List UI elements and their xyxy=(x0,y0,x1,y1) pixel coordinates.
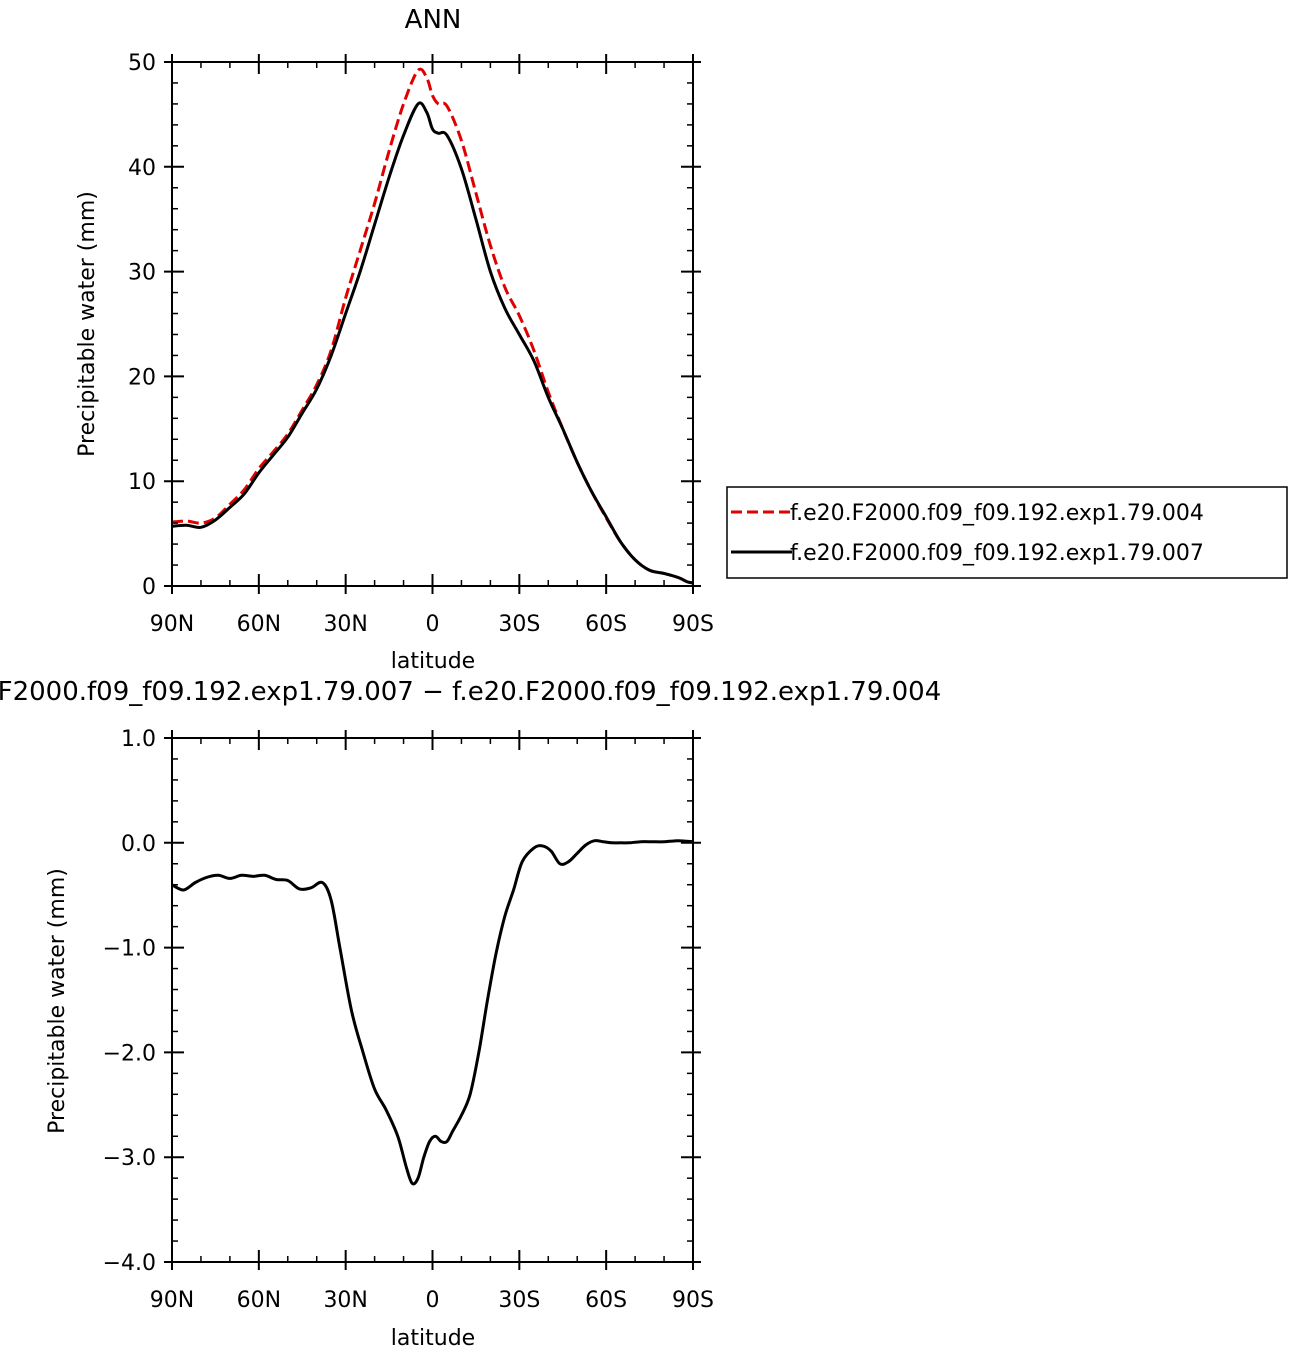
bottom-y-tick-label: −1.0 xyxy=(103,937,156,962)
top-panel-y-axis-label: Precipitable water (mm) xyxy=(75,191,100,457)
top-y-tick-label: 20 xyxy=(128,365,156,390)
top-y-tick-label: 50 xyxy=(128,51,156,76)
bottom-panel-series xyxy=(171,839,694,1186)
bottom-x-tick-label: 30S xyxy=(498,1288,540,1313)
bottom-x-tick-label: 0 xyxy=(426,1288,440,1313)
top-panel-x-axis-label: latitude xyxy=(391,649,475,674)
bottom-y-tick-label: −3.0 xyxy=(103,1146,156,1171)
top-x-tick-label: 90N xyxy=(150,612,194,637)
bottom-x-tick-label: 60S xyxy=(585,1288,627,1313)
legend-entry-exp007: f.e20.F2000.f09_f09.192.exp1.79.007 xyxy=(790,541,1204,566)
legend-entry-exp004: f.e20.F2000.f09_f09.192.exp1.79.004 xyxy=(790,501,1204,526)
bottom-plot-frame xyxy=(171,737,694,1263)
top-y-tick-label: 40 xyxy=(128,156,156,181)
legend: f.e20.F2000.f09_f09.192.exp1.79.004 f.e2… xyxy=(726,486,1288,579)
bottom-x-tick-label: 60N xyxy=(237,1288,281,1313)
top-y-tick-label: 0 xyxy=(142,575,156,600)
top-x-tick-label: 60N xyxy=(237,612,281,637)
top-x-tick-label: 90S xyxy=(672,612,714,637)
bottom-panel: f.e20.F2000.f09_f09.192.exp1.79.007 − f.… xyxy=(0,677,941,1351)
top-panel: ANN 90N 60N 30N 0 30S 60S 90S 0 10 20 30 40 50 latit… xyxy=(75,5,714,674)
top-series-line-1 xyxy=(171,101,694,585)
top-panel-series xyxy=(171,67,694,585)
top-panel-title: ANN xyxy=(405,5,462,35)
bottom-panel-y-axis-label: Precipitable water (mm) xyxy=(45,868,70,1134)
bottom-y-tick-label: 1.0 xyxy=(121,727,156,752)
legend-box xyxy=(726,486,1288,579)
top-panel-axes: 90N 60N 30N 0 30S 60S 90S 0 10 20 30 40 50 xyxy=(128,51,714,637)
top-y-tick-label: 30 xyxy=(128,261,156,286)
bottom-panel-x-axis-label: latitude xyxy=(391,1326,475,1351)
bottom-series-line-0 xyxy=(171,839,694,1186)
bottom-x-tick-label: 30N xyxy=(323,1288,367,1313)
top-x-tick-label: 60S xyxy=(585,612,627,637)
bottom-x-tick-label: 90N xyxy=(150,1288,194,1313)
bottom-panel-title: f.e20.F2000.f09_f09.192.exp1.79.007 − f.… xyxy=(0,677,941,707)
bottom-y-tick-label: 0.0 xyxy=(121,832,156,857)
top-x-tick-label: 0 xyxy=(426,612,440,637)
bottom-y-tick-label: −2.0 xyxy=(103,1041,156,1066)
bottom-panel-axes: 90N 60N 30N 0 30S 60S 90S −4.0 −3.0 −2.0 −1.0 0.0 1.… xyxy=(103,727,714,1313)
top-plot-frame xyxy=(171,61,694,587)
top-x-tick-label: 30N xyxy=(323,612,367,637)
top-x-tick-label: 30S xyxy=(498,612,540,637)
top-series-line-0 xyxy=(171,67,694,585)
top-y-tick-label: 10 xyxy=(128,470,156,495)
bottom-x-tick-label: 90S xyxy=(672,1288,714,1313)
bottom-y-tick-label: −4.0 xyxy=(103,1251,156,1276)
